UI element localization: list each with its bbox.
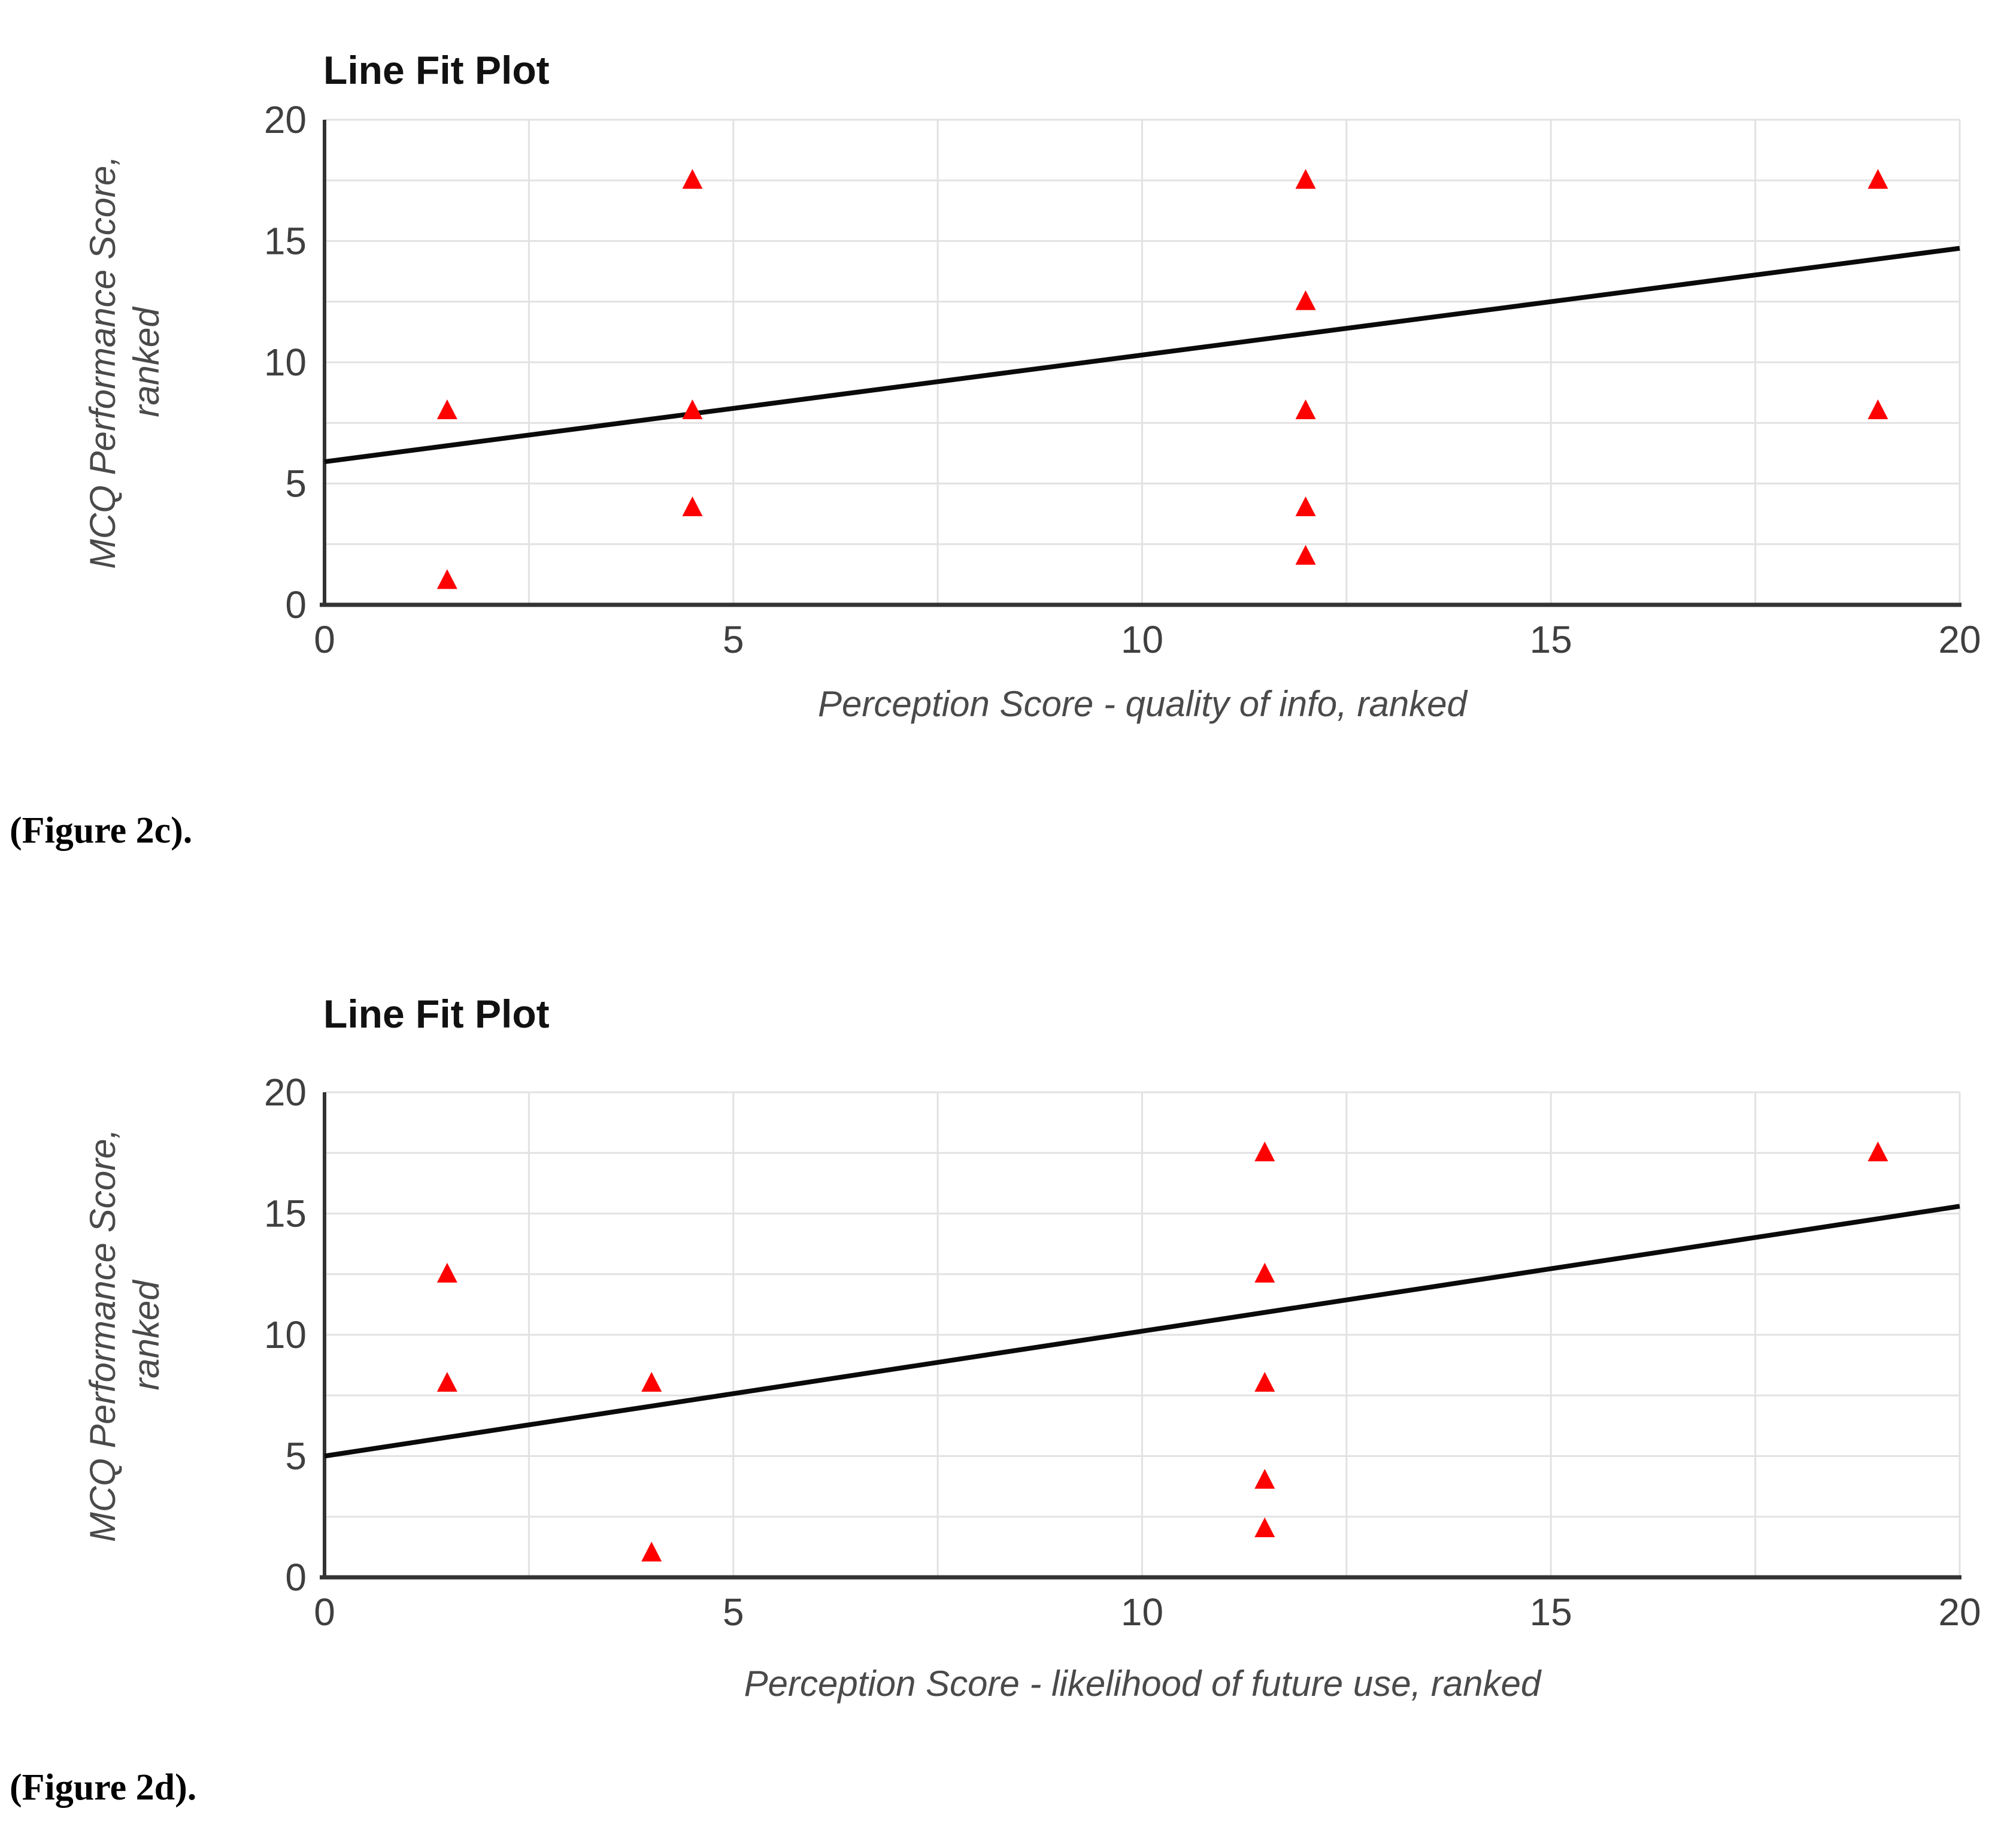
figure-caption-2d: (Figure 2d). xyxy=(10,1767,197,1808)
chart-figure-2c: 0 5 10 15 20 0 5 10 15 20 Line Fit Plot Perceptio… xyxy=(83,48,1981,724)
x-tick-label: 20 xyxy=(1938,1591,1981,1634)
y-axis-title-line1: MCQ Performance Score, xyxy=(83,156,123,569)
y-tick-label: 20 xyxy=(264,98,307,141)
y-tick-label: 5 xyxy=(285,462,307,505)
x-tick-label: 20 xyxy=(1938,618,1981,661)
chart-title: Line Fit Plot xyxy=(323,992,550,1036)
y-tick-label: 15 xyxy=(264,220,307,263)
chart-2d-plot: 0 5 10 15 20 0 5 10 15 20 xyxy=(264,1071,1981,1634)
data-point-triangle xyxy=(682,169,703,189)
data-point-triangle xyxy=(436,399,457,419)
data-point-triangle xyxy=(641,1372,662,1392)
data-point-triangle xyxy=(682,399,703,419)
x-axis-title: Perception Score - quality of info, rank… xyxy=(818,684,1468,724)
data-point-triangle xyxy=(1254,1141,1275,1162)
data-point-triangle xyxy=(1295,496,1316,516)
x-tick-label: 15 xyxy=(1530,618,1572,661)
chart-figure-2d: 0 5 10 15 20 0 5 10 15 20 Line Fit Plot Perceptio… xyxy=(83,992,1981,1704)
trend-line xyxy=(324,246,1960,465)
x-tick-label: 0 xyxy=(314,618,335,661)
data-point-triangle xyxy=(1867,1141,1888,1162)
y-axis-title-line2: ranked xyxy=(126,1280,166,1390)
data-point-triangle xyxy=(1295,545,1316,565)
data-point-triangle xyxy=(1254,1469,1275,1489)
x-tick-label: 0 xyxy=(314,1591,335,1634)
y-tick-label: 20 xyxy=(264,1071,307,1114)
figure-caption-2c: (Figure 2c). xyxy=(10,810,193,851)
y-tick-label: 5 xyxy=(285,1435,307,1478)
y-tick-label: 15 xyxy=(264,1192,307,1235)
data-point-triangle xyxy=(1254,1262,1275,1283)
data-point-triangle xyxy=(436,1372,457,1392)
data-point-triangle xyxy=(1295,290,1316,310)
data-point-triangle xyxy=(1867,399,1888,419)
trend-line xyxy=(324,1204,1960,1459)
data-point-triangle xyxy=(682,496,703,516)
x-tick-label: 5 xyxy=(723,1591,744,1634)
data-point-triangle xyxy=(436,569,457,589)
y-axis-title-line2: ranked xyxy=(126,307,166,417)
y-tick-label: 0 xyxy=(285,583,307,626)
y-tick-label: 10 xyxy=(264,341,307,384)
x-tick-label: 5 xyxy=(723,618,744,661)
y-tick-label: 10 xyxy=(264,1313,307,1356)
data-point-triangle xyxy=(641,1541,662,1562)
x-tick-label: 15 xyxy=(1530,1591,1572,1634)
data-point-triangle xyxy=(1254,1372,1275,1392)
data-point-triangle xyxy=(1867,169,1888,189)
x-axis-title: Perception Score - likelihood of future … xyxy=(744,1664,1542,1704)
data-point-triangle xyxy=(1254,1517,1275,1537)
x-tick-label: 10 xyxy=(1121,618,1163,661)
data-point-triangle xyxy=(1295,169,1316,189)
data-point-triangle xyxy=(436,1262,457,1283)
y-tick-label: 0 xyxy=(285,1556,307,1599)
x-tick-label: 10 xyxy=(1121,1591,1163,1634)
chart-title: Line Fit Plot xyxy=(323,48,550,92)
data-point-triangle xyxy=(1295,399,1316,419)
y-axis-title-line1: MCQ Performance Score, xyxy=(83,1129,123,1542)
chart-2c-plot: 0 5 10 15 20 0 5 10 15 20 xyxy=(264,98,1981,661)
